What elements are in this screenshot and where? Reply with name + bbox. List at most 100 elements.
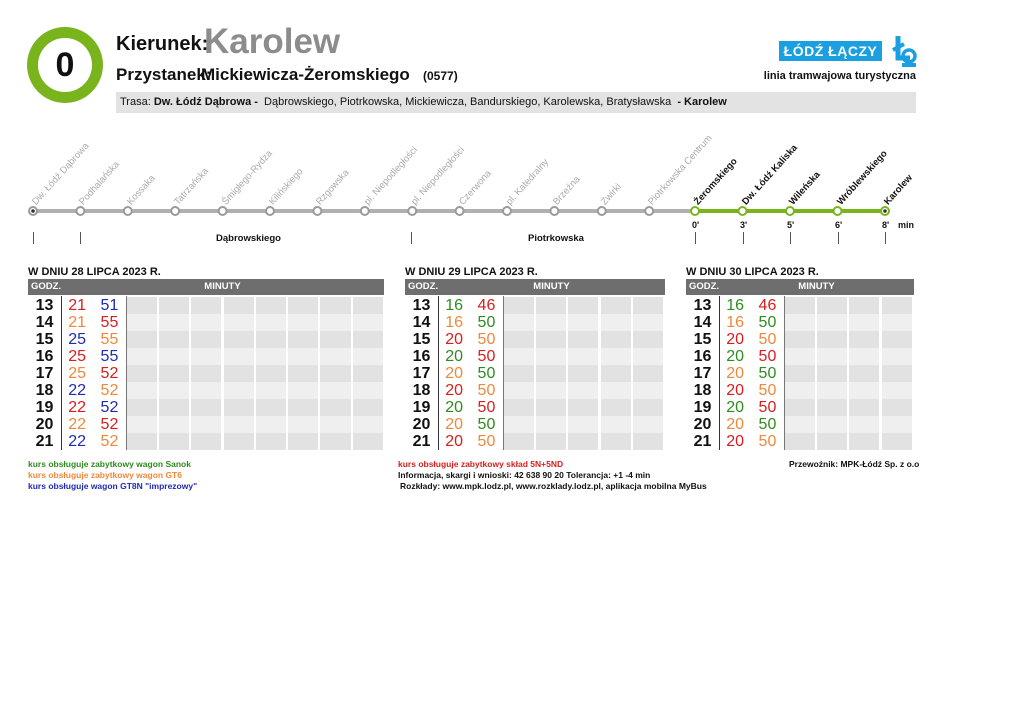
- minute-cell: [816, 382, 848, 399]
- minute-cell: 50: [471, 416, 502, 433]
- minute-cell: [535, 382, 567, 399]
- minute-cell: [158, 365, 190, 382]
- minute-cell: [288, 416, 319, 433]
- note-blue: kurs obsługuje wagon GT8N "imprezowy": [28, 481, 198, 491]
- minute-cell: [191, 382, 222, 399]
- minute-cell: [255, 382, 287, 399]
- minute-cell: [320, 399, 351, 416]
- minute-cell: 50: [471, 433, 502, 450]
- route-start: Dw. Łódź Dąbrowa -: [153, 96, 258, 108]
- minute-cell: [255, 314, 287, 331]
- minute-cell: [223, 331, 254, 348]
- hour-cell: 16: [35, 348, 54, 365]
- section-tick: [743, 232, 744, 244]
- minute-cell: [223, 399, 254, 416]
- minute-cell: [126, 297, 157, 314]
- minute-cell: [158, 331, 190, 348]
- minute-cell: [816, 348, 848, 365]
- hour-cell: 18: [693, 382, 712, 399]
- minute-cell: [223, 382, 254, 399]
- minute-cell: [191, 314, 222, 331]
- hour-header: GODZ.: [31, 281, 62, 292]
- minute-cell: 46: [471, 297, 502, 314]
- minute-cell: [849, 399, 880, 416]
- hour-cell: 15: [693, 331, 712, 348]
- table-row: 17 20 50: [686, 365, 914, 382]
- minute-cell: [158, 416, 190, 433]
- minute-cell: 25: [62, 331, 93, 348]
- minute-cell: [320, 382, 351, 399]
- minute-cell: 21: [62, 297, 93, 314]
- minute-cell: [255, 365, 287, 382]
- minute-cell: [849, 365, 880, 382]
- minute-cell: 50: [471, 382, 502, 399]
- minute-cell: 52: [94, 416, 125, 433]
- lodz-laczy-logo: ŁÓDŹ ŁĄCZY: [779, 41, 882, 61]
- table-row: 13 16 46: [405, 297, 665, 314]
- minute-cell: [600, 314, 631, 331]
- minute-cell: [881, 297, 912, 314]
- stop-marker: [454, 206, 465, 216]
- minute-cell: 22: [62, 382, 93, 399]
- minute-cell: 22: [62, 399, 93, 416]
- minute-cell: [816, 331, 848, 348]
- table-header: GODZ. MINUTY: [686, 279, 914, 295]
- hour-cell: 16: [693, 348, 712, 365]
- minute-cell: 20: [720, 416, 751, 433]
- minute-cell: [535, 399, 567, 416]
- minute-cell: [223, 433, 254, 450]
- stop-marker: [596, 206, 607, 216]
- hour-header: GODZ.: [408, 281, 439, 292]
- minute-cell: [816, 416, 848, 433]
- day-title: W DNIU 29 LIPCA 2023 R.: [405, 266, 538, 278]
- minutes-header: MINUTY: [798, 281, 835, 292]
- minute-cell: [568, 365, 599, 382]
- stop-marker: [549, 206, 560, 216]
- minute-cell: [158, 433, 190, 450]
- hour-cell: 19: [412, 399, 431, 416]
- table-row: 20 20 50: [405, 416, 665, 433]
- minute-cell: 50: [471, 331, 502, 348]
- stop-marker: [785, 206, 795, 216]
- minute-cell: [158, 348, 190, 365]
- stop-marker: [359, 206, 370, 216]
- stop-marker: [265, 206, 275, 216]
- column-divider: [502, 296, 504, 450]
- minute-cell: 20: [720, 365, 751, 382]
- direction-value: Karolew: [204, 22, 341, 61]
- minute-cell: [881, 399, 912, 416]
- hour-cell: 13: [412, 297, 431, 314]
- time-unit: min: [898, 220, 915, 230]
- minute-cell: 50: [471, 365, 502, 382]
- table-row: 21 20 50: [686, 433, 914, 450]
- table-row: 17 20 50: [405, 365, 665, 382]
- minute-cell: [320, 416, 351, 433]
- minute-cell: [126, 348, 157, 365]
- minute-cell: 16: [720, 314, 751, 331]
- minute-cell: 20: [439, 348, 470, 365]
- minute-cell: [288, 382, 319, 399]
- column-divider: [61, 296, 62, 450]
- minute-cell: [320, 331, 351, 348]
- minute-cell: [816, 365, 848, 382]
- minute-cell: [352, 331, 383, 348]
- info-line: Informacja, skargi i wnioski: 42 638 90 …: [398, 470, 651, 480]
- minute-cell: 20: [439, 382, 470, 399]
- minute-cell: [784, 416, 815, 433]
- minute-cell: 20: [720, 348, 751, 365]
- minute-cell: [255, 297, 287, 314]
- hour-cell: 19: [693, 399, 712, 416]
- hour-cell: 15: [412, 331, 431, 348]
- minute-cell: 16: [439, 314, 470, 331]
- minute-cell: [503, 331, 534, 348]
- minute-cell: 16: [720, 297, 751, 314]
- minute-cell: [288, 331, 319, 348]
- minute-cell: 50: [752, 314, 783, 331]
- minute-cell: [849, 314, 880, 331]
- table-header: GODZ. MINUTY: [405, 279, 665, 295]
- minute-cell: 25: [62, 365, 93, 382]
- route-prefix: Trasa:: [120, 96, 151, 108]
- route-bar: Trasa: Dw. Łódź Dąbrowa - Dąbrowskiego, …: [116, 92, 916, 113]
- minute-cell: [568, 314, 599, 331]
- minute-cell: [158, 314, 190, 331]
